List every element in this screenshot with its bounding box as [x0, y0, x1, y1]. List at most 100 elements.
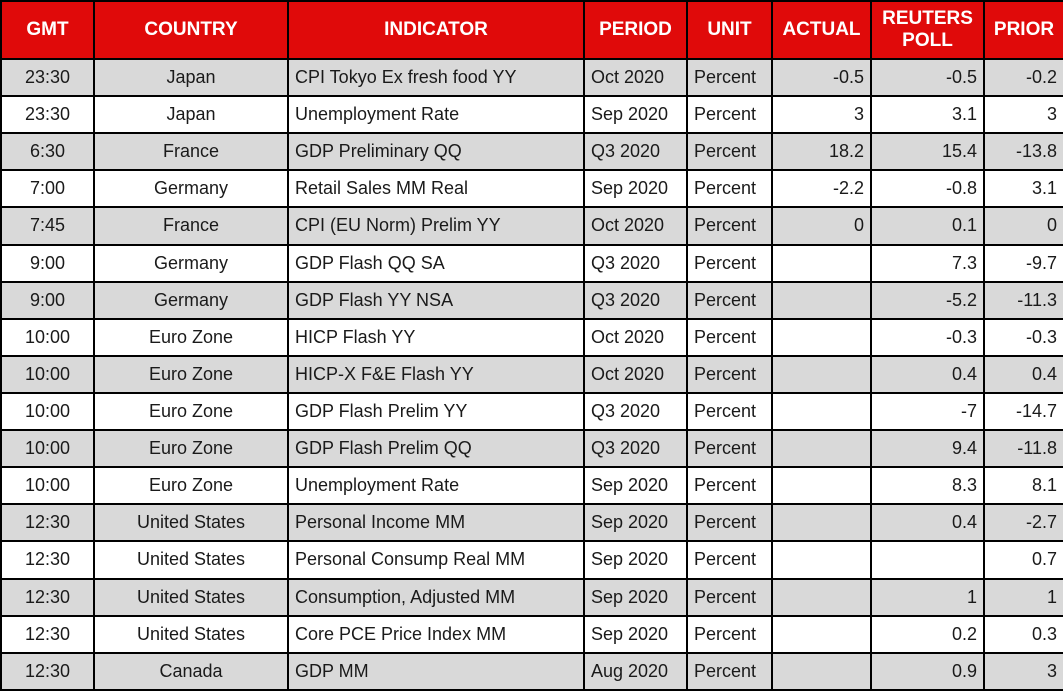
table-row: 9:00 Germany GDP Flash YY NSA Q3 2020 Percen…	[0, 280, 1063, 320]
cell-prior: -11.8	[983, 429, 1063, 469]
cell-unit: Percent	[686, 280, 773, 320]
cell-unit: Percent	[686, 391, 773, 432]
cell-indicator: Consumption, Adjusted MM	[287, 577, 585, 617]
cell-prior: 0.3	[983, 614, 1063, 654]
cell-prior: 8.1	[983, 466, 1063, 506]
cell-reuters_poll: -0.8	[870, 169, 985, 209]
cell-period: Oct 2020	[583, 206, 688, 246]
cell-actual: 3	[771, 95, 872, 135]
cell-reuters_poll: 0.4	[870, 354, 985, 394]
cell-gmt: 9:00	[0, 280, 95, 320]
cell-reuters_poll: 3.1	[870, 95, 985, 135]
cell-unit: Percent	[686, 354, 773, 394]
cell-actual	[771, 466, 872, 506]
cell-gmt: 7:45	[0, 206, 95, 246]
cell-prior: -0.2	[983, 57, 1063, 98]
cell-country: United States	[93, 540, 289, 580]
cell-country: Canada	[93, 651, 289, 691]
table-row: 12:30 United States Personal Consump Real …	[0, 540, 1063, 580]
cell-prior: 3	[983, 95, 1063, 135]
cell-prior: 3.1	[983, 169, 1063, 209]
cell-unit: Percent	[686, 577, 773, 617]
table-row: 23:30 Japan CPI Tokyo Ex fresh food YY Oct …	[0, 57, 1063, 98]
cell-actual: -2.2	[771, 169, 872, 209]
cell-unit: Percent	[686, 651, 773, 691]
cell-country: Euro Zone	[93, 391, 289, 432]
cell-period: Q3 2020	[583, 280, 688, 320]
cell-unit: Percent	[686, 317, 773, 357]
cell-reuters_poll: 0.2	[870, 614, 985, 654]
cell-unit: Percent	[686, 95, 773, 135]
cell-country: Germany	[93, 280, 289, 320]
cell-period: Oct 2020	[583, 317, 688, 357]
cell-unit: Percent	[686, 243, 773, 283]
cell-prior: -14.7	[983, 391, 1063, 432]
header-cell-prior: PRIOR	[983, 0, 1063, 60]
cell-period: Sep 2020	[583, 169, 688, 209]
cell-reuters_poll: 7.3	[870, 243, 985, 283]
cell-reuters_poll: 15.4	[870, 132, 985, 172]
cell-gmt: 10:00	[0, 317, 95, 357]
cell-actual	[771, 614, 872, 654]
table-row: 6:30 France GDP Preliminary QQ Q3 2020 Perce…	[0, 132, 1063, 172]
table-header: GMT COUNTRY INDICATOR PERIOD UNIT ACTUAL REUTE…	[0, 0, 1063, 60]
table-row: 10:00 Euro Zone HICP-X F&E Flash YY Oct 202…	[0, 354, 1063, 394]
cell-actual	[771, 429, 872, 469]
cell-unit: Percent	[686, 466, 773, 506]
cell-country: France	[93, 206, 289, 246]
cell-gmt: 9:00	[0, 243, 95, 283]
cell-period: Oct 2020	[583, 354, 688, 394]
cell-indicator: GDP Flash YY NSA	[287, 280, 585, 320]
cell-prior: 0.7	[983, 540, 1063, 580]
cell-reuters_poll: 1	[870, 577, 985, 617]
cell-reuters_poll: 0.1	[870, 206, 985, 246]
cell-unit: Percent	[686, 540, 773, 580]
cell-gmt: 12:30	[0, 614, 95, 654]
header-cell-country: COUNTRY	[93, 0, 289, 60]
cell-indicator: HICP-X F&E Flash YY	[287, 354, 585, 394]
cell-period: Sep 2020	[583, 95, 688, 135]
cell-reuters_poll: 0.9	[870, 651, 985, 691]
cell-unit: Percent	[686, 169, 773, 209]
table-row: 12:30 Canada GDP MM Aug 2020 Percent 0.9 3	[0, 651, 1063, 691]
cell-country: Japan	[93, 57, 289, 98]
cell-gmt: 10:00	[0, 354, 95, 394]
table-row: 7:00 Germany Retail Sales MM Real Sep 2020 P…	[0, 169, 1063, 209]
cell-gmt: 23:30	[0, 57, 95, 98]
cell-period: Sep 2020	[583, 540, 688, 580]
cell-actual	[771, 243, 872, 283]
cell-actual	[771, 577, 872, 617]
header-cell-unit: UNIT	[686, 0, 773, 60]
cell-country: United States	[93, 577, 289, 617]
cell-indicator: GDP Flash QQ SA	[287, 243, 585, 283]
cell-reuters_poll: -5.2	[870, 280, 985, 320]
header-cell-reuters_poll: REUTERS POLL	[870, 0, 985, 60]
cell-country: United States	[93, 503, 289, 543]
cell-reuters_poll: 9.4	[870, 429, 985, 469]
cell-indicator: GDP Flash Prelim QQ	[287, 429, 585, 469]
cell-country: Euro Zone	[93, 354, 289, 394]
table-row: 7:45 France CPI (EU Norm) Prelim YY Oct 202…	[0, 206, 1063, 246]
cell-actual	[771, 317, 872, 357]
cell-reuters_poll: 8.3	[870, 466, 985, 506]
cell-actual: 18.2	[771, 132, 872, 172]
cell-period: Sep 2020	[583, 614, 688, 654]
cell-country: Germany	[93, 169, 289, 209]
cell-indicator: GDP Preliminary QQ	[287, 132, 585, 172]
cell-gmt: 7:00	[0, 169, 95, 209]
table-row: 9:00 Germany GDP Flash QQ SA Q3 2020 Percent…	[0, 243, 1063, 283]
header-cell-actual: ACTUAL	[771, 0, 872, 60]
table-row: 12:30 United States Core PCE Price Index M…	[0, 614, 1063, 654]
cell-indicator: Unemployment Rate	[287, 95, 585, 135]
header-cell-indicator: INDICATOR	[287, 0, 585, 60]
cell-reuters_poll	[870, 540, 985, 580]
cell-indicator: CPI (EU Norm) Prelim YY	[287, 206, 585, 246]
cell-period: Sep 2020	[583, 503, 688, 543]
table-row: 10:00 Euro Zone HICP Flash YY Oct 2020 Perce…	[0, 317, 1063, 357]
cell-prior: -0.3	[983, 317, 1063, 357]
cell-gmt: 23:30	[0, 95, 95, 135]
cell-country: Euro Zone	[93, 317, 289, 357]
cell-actual: -0.5	[771, 57, 872, 98]
table-row: 10:00 Euro Zone GDP Flash Prelim YY Q3 2020…	[0, 391, 1063, 432]
cell-reuters_poll: -7	[870, 391, 985, 432]
